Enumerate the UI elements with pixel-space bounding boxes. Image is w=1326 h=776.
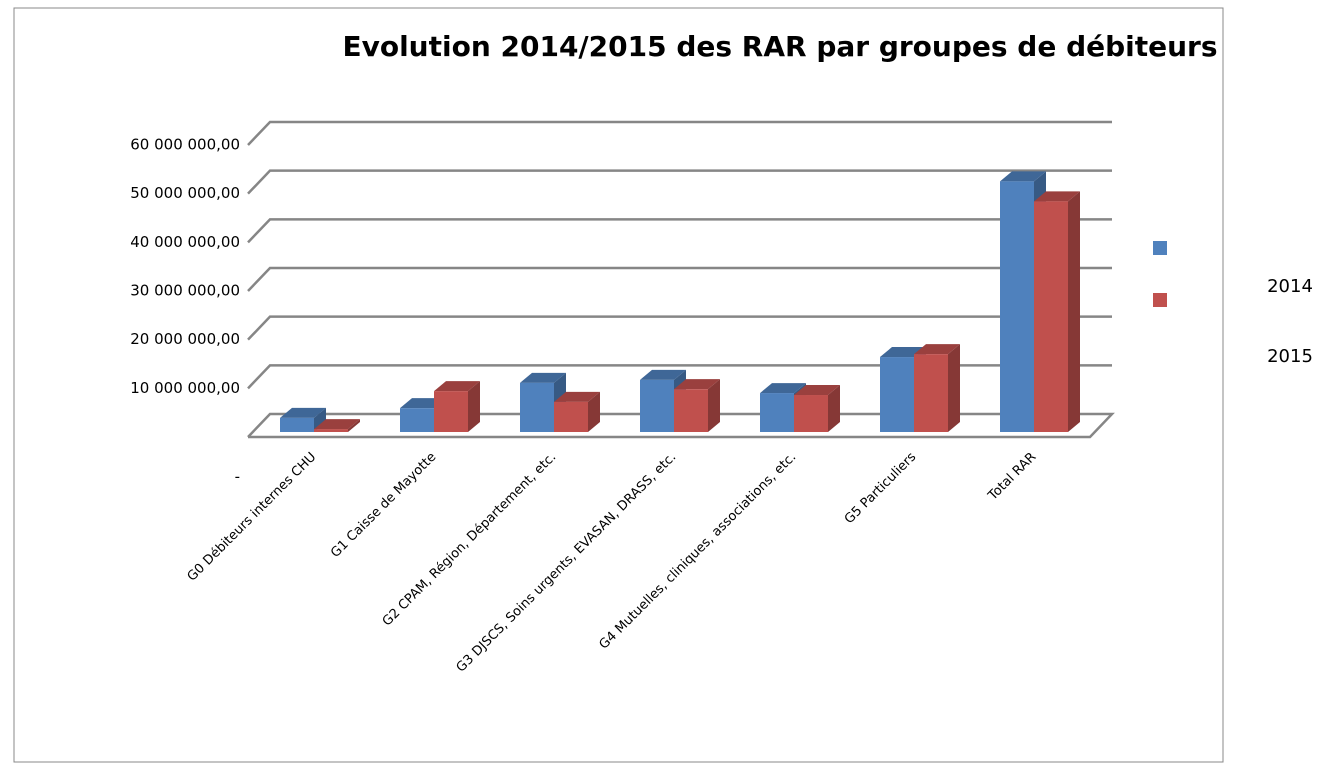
bar-face (588, 391, 600, 432)
bar-face (520, 382, 554, 432)
legend-swatch (1153, 241, 1167, 255)
y-tick-label: 40 000 000,00 (130, 233, 240, 251)
bar-face (674, 379, 720, 390)
grid-line (247, 364, 1112, 390)
grid-line (247, 120, 1112, 146)
bar-face (828, 385, 840, 432)
bar-face (880, 357, 914, 432)
bar (280, 407, 326, 432)
y-tick-label: 50 000 000,00 (130, 184, 240, 202)
bar-face (1034, 201, 1068, 432)
bar (1034, 191, 1080, 432)
bar-face (914, 354, 948, 432)
y-tick-label: 10 000 000,00 (130, 379, 240, 397)
bar-face (760, 393, 794, 432)
bar-face (1000, 171, 1046, 182)
grid-line (247, 169, 1112, 195)
y-tick-label: 30 000 000,00 (130, 282, 240, 300)
bar-face (348, 419, 360, 432)
bar-face (554, 401, 588, 432)
bar-face (314, 429, 348, 432)
bar-face (400, 408, 434, 432)
bar (520, 372, 566, 432)
bar-face (914, 344, 960, 355)
grid-line (247, 315, 1112, 341)
bar-face (708, 379, 720, 432)
bar-face (314, 419, 360, 430)
bar (674, 379, 720, 432)
bar-face (640, 369, 686, 380)
bar-face (280, 407, 326, 418)
y-tick-label: 20 000 000,00 (130, 330, 240, 348)
bar (794, 385, 840, 432)
bar-face (948, 344, 960, 432)
grid-line (247, 412, 1115, 439)
y-tick-label: - (235, 468, 240, 486)
bar-face (434, 381, 480, 392)
bar-face (674, 389, 708, 432)
bar-face (640, 379, 674, 432)
bar-face (314, 407, 326, 432)
bar-face (794, 385, 840, 396)
bar-face (1068, 191, 1080, 432)
bar-face (280, 417, 314, 432)
grid-line (247, 218, 1112, 244)
bar (554, 391, 600, 432)
bar-face (1034, 191, 1080, 202)
bar-face (434, 391, 468, 432)
bar-face (794, 395, 828, 432)
bar-face (1000, 181, 1034, 432)
bar-face (760, 383, 806, 394)
bar (434, 381, 480, 432)
legend-swatch (1153, 293, 1167, 307)
bar (914, 344, 960, 432)
y-tick-label: 60 000 000,00 (130, 136, 240, 154)
chart-title: Evolution 2014/2015 des RAR par groupes … (342, 30, 1217, 63)
bar-face (468, 381, 480, 432)
legend-label: 2015 (1267, 346, 1313, 367)
bar-face (520, 372, 566, 383)
legend-label: 2014 (1267, 276, 1313, 297)
bar-face (554, 391, 600, 402)
grid-line (247, 266, 1112, 292)
bar (314, 419, 360, 432)
